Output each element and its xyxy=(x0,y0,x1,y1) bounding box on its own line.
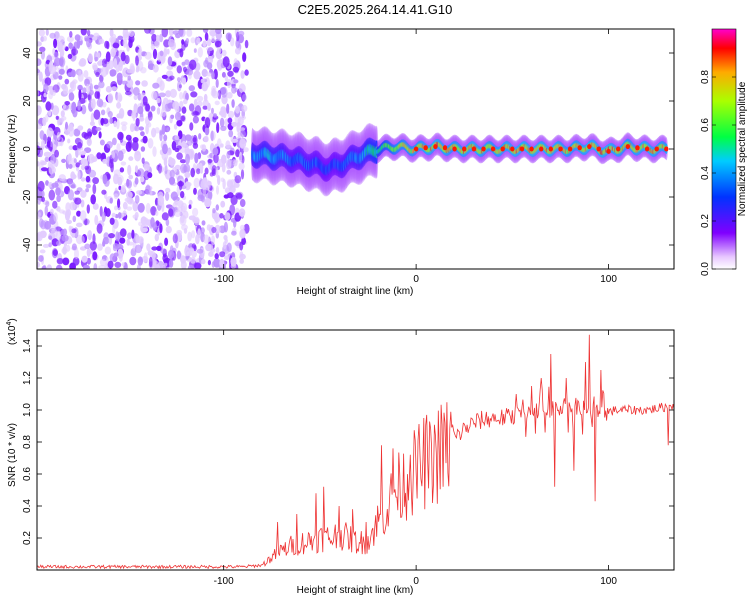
colorbar-tick-label: 0.2 xyxy=(700,214,711,228)
ridge-peak xyxy=(625,144,630,150)
spectrogram-ytick-label: 0 xyxy=(22,146,33,152)
noise-speckle xyxy=(37,29,250,269)
ridge-peak xyxy=(510,146,515,152)
ridge-peak xyxy=(452,146,457,152)
spectrogram-ylabel: Frequency (Hz) xyxy=(7,115,18,184)
colorbar-tick-label: 0.8 xyxy=(700,70,711,84)
ridge-peak xyxy=(462,146,467,152)
snr-ticks: -100 0 100 0.2 0.4 0.6 0.8 1.0 1.2 1.4 xyxy=(22,330,674,587)
ridge-peak xyxy=(644,146,650,152)
spectrogram-xlabel: Height of straight line (km) xyxy=(297,286,414,297)
ridge-peak xyxy=(606,148,611,154)
spectrogram-xtick-label: 100 xyxy=(600,274,617,285)
snr-xtick-label: -100 xyxy=(214,576,234,587)
ridge-peak xyxy=(442,145,448,151)
spectrogram-xtick-label: -100 xyxy=(214,274,234,285)
ridge-peak xyxy=(654,146,659,152)
ridge-peak xyxy=(413,146,419,152)
colorbar-label: Normalized spectral amplitude xyxy=(737,81,748,216)
ridge-peak xyxy=(539,146,544,152)
snr-xtick-label: 0 xyxy=(413,576,419,587)
snr-panel: -100 0 100 0.2 0.4 0.6 0.8 1.0 1.2 1.4 Height of … xyxy=(6,318,675,596)
spectrogram-ytick-label: 40 xyxy=(22,47,33,59)
snr-scale-base: (x10 xyxy=(7,325,18,345)
ridge-peak xyxy=(635,145,640,151)
ridge-peak xyxy=(558,146,563,152)
spectrogram-xtick-label: 0 xyxy=(413,274,419,285)
ridge-peak xyxy=(500,146,505,152)
snr-ytick-label: 0.8 xyxy=(22,435,33,449)
colorbar: 0.0 0.2 0.4 0.6 0.8 Normalized spectral ampl… xyxy=(700,28,748,276)
ridge-peak xyxy=(433,144,438,150)
snr-ytick-label: 1.4 xyxy=(22,339,33,353)
snr-ylabel: SNR (10 * v/v) xyxy=(7,423,18,487)
colorbar-tick-label: 0.4 xyxy=(700,166,711,180)
snr-ytick-label: 1.0 xyxy=(22,403,33,417)
snr-scale-exponent: 4 xyxy=(6,322,13,326)
ridge-peak xyxy=(577,145,582,151)
snr-frame xyxy=(36,329,675,571)
spectrogram-ytick-label: -40 xyxy=(22,237,33,252)
ridge-peak xyxy=(587,144,592,150)
ridge-peak xyxy=(423,145,428,151)
ridge-peak xyxy=(567,146,573,152)
ridge-peak xyxy=(529,146,534,152)
spectrogram-ytick-label: 20 xyxy=(22,95,33,107)
ridge-peak xyxy=(519,146,525,152)
snr-line xyxy=(37,334,674,570)
snr-scale-label: (x104) xyxy=(6,318,18,345)
snr-ytick-label: 1.2 xyxy=(22,371,33,385)
spectrogram-ticks: -100 0 100 -40 -20 0 20 40 xyxy=(22,29,674,285)
snr-ytick-label: 0.2 xyxy=(22,531,33,545)
snr-ytick-label: 0.4 xyxy=(22,499,33,513)
spectrogram-panel: -100 0 100 -40 -20 0 20 40 Height of straight l… xyxy=(7,28,675,297)
colorbar-ticks: 0.0 0.2 0.4 0.6 0.8 xyxy=(700,70,736,276)
ridge-peak xyxy=(471,146,477,152)
colorbar-tick-label: 0.6 xyxy=(700,118,711,132)
ridge-peak xyxy=(548,146,553,152)
signal-ridge xyxy=(250,122,669,197)
colorbar-tick-label: 0.0 xyxy=(700,262,711,276)
ridge-peak xyxy=(616,146,621,152)
ridge-peak xyxy=(481,146,486,152)
svg-text:(x104): (x104) xyxy=(6,318,18,345)
snr-ytick-label: 0.6 xyxy=(22,467,33,481)
ridge-peak xyxy=(596,146,602,152)
snr-plot-area xyxy=(37,334,674,570)
colorbar-gradient xyxy=(711,28,737,270)
snr-xlabel: Height of straight line (km) xyxy=(297,585,414,596)
spectrogram-ytick-label: -20 xyxy=(22,189,33,204)
spectrogram-plot-area xyxy=(37,29,669,269)
ridge-peak xyxy=(664,146,669,152)
snr-xtick-label: 100 xyxy=(600,576,617,587)
ridge-peak xyxy=(490,146,496,152)
chart-title: C2E5.2025.264.14.41.G10 xyxy=(298,2,453,17)
